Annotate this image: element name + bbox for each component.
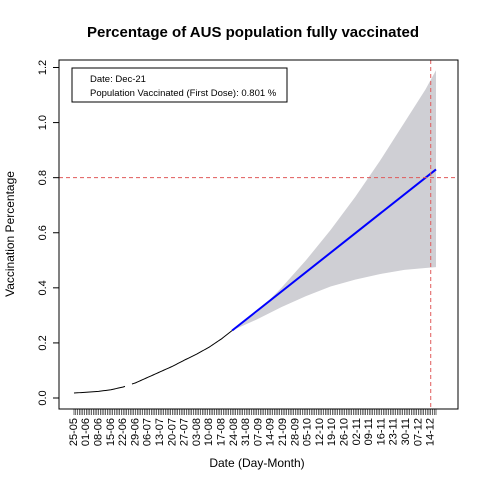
x-tick-label: 07-09 <box>252 418 264 446</box>
y-tick-label: 0.0 <box>37 390 49 405</box>
x-tick-label: 10-08 <box>203 418 215 446</box>
y-tick-label: 1.2 <box>37 60 49 75</box>
x-tick-label: 29-06 <box>129 418 141 446</box>
y-tick-label: 0.4 <box>37 280 49 295</box>
x-tick-label: 14-12 <box>425 418 437 446</box>
x-tick-label: 21-09 <box>277 418 289 446</box>
x-tick-label: 31-08 <box>240 418 252 446</box>
x-tick-label: 30-11 <box>400 418 412 445</box>
x-tick-label: 16-11 <box>375 418 387 445</box>
y-axis-label: Vaccination Percentage <box>3 171 17 297</box>
x-tick-label: 15-06 <box>105 418 117 446</box>
x-tick-label: 23-11 <box>388 418 400 445</box>
confidence-band <box>232 70 436 330</box>
x-tick-label: 27-07 <box>179 418 191 446</box>
x-tick-label: 17-08 <box>216 418 228 446</box>
x-tick-label: 24-08 <box>228 418 240 446</box>
x-tick-label: 22-06 <box>117 418 129 446</box>
x-tick-label: 26-10 <box>339 418 351 446</box>
y-tick-label: 0.8 <box>37 170 49 185</box>
x-tick-label: 01-06 <box>80 418 92 446</box>
x-tick-label: 08-06 <box>93 418 105 446</box>
x-tick-label: 06-07 <box>142 418 154 446</box>
legend-date: Date: Dec-21 <box>90 74 146 85</box>
x-tick-label: 20-07 <box>166 418 178 446</box>
x-tick-label: 05-10 <box>302 418 314 446</box>
x-tick-label: 13-07 <box>154 418 166 446</box>
x-tick-label: 12-10 <box>314 418 326 446</box>
x-tick-label: 19-10 <box>326 418 338 446</box>
y-tick-label: 1.0 <box>37 115 49 130</box>
plot-area <box>59 60 458 409</box>
x-tick-label: 09-11 <box>363 418 375 445</box>
y-tick-label: 0.2 <box>37 335 49 350</box>
legend-population: Population Vaccinated (First Dose): 0.80… <box>90 88 277 99</box>
x-tick-label: 03-08 <box>191 418 203 446</box>
x-tick-label: 02-11 <box>351 418 363 445</box>
observed-line-segment-1 <box>132 331 232 385</box>
y-tick-label: 0.6 <box>37 225 49 240</box>
x-tick-label: 07-12 <box>412 418 424 446</box>
observed-line-segment-0 <box>74 386 125 393</box>
x-tick-label: 28-09 <box>289 418 301 446</box>
x-tick-label: 14-09 <box>265 418 277 446</box>
chart-title: Percentage of AUS population fully vacci… <box>87 24 419 41</box>
x-tick-label: 25-05 <box>68 418 80 446</box>
x-axis-label: Date (Day-Month) <box>209 456 304 470</box>
legend: Date: Dec-21 Population Vaccinated (Firs… <box>72 68 287 102</box>
